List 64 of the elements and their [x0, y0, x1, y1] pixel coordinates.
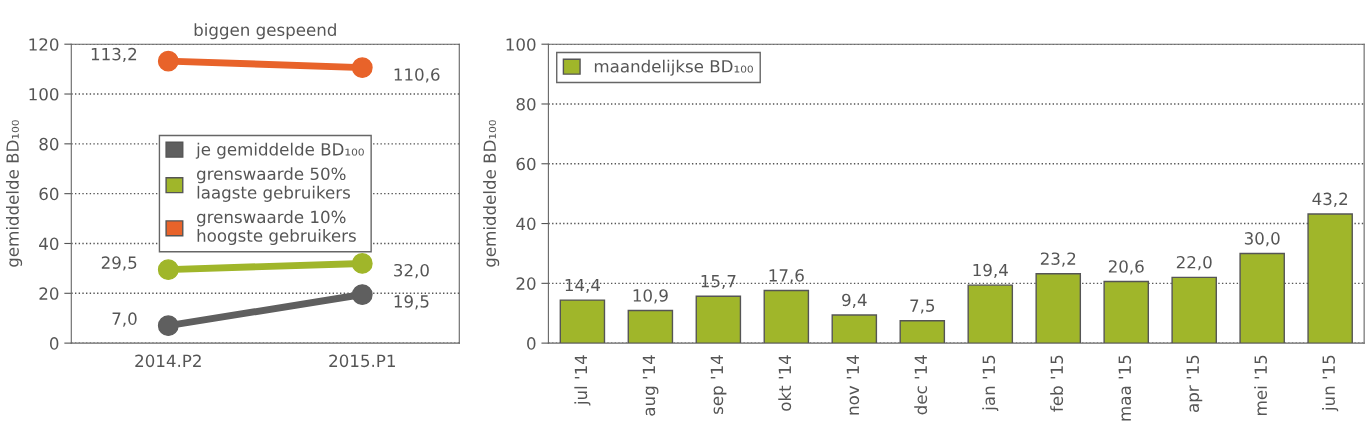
x-tick-label: feb '15 — [1050, 355, 1064, 412]
x-tick-label: aug '14 — [642, 355, 659, 416]
y-tick-label: 40 — [516, 217, 536, 231]
data-label: 20,6 — [1108, 260, 1144, 275]
y-axis-title: gemiddelde BD₁₀₀ — [483, 120, 500, 267]
chart-title: biggen gespeend — [194, 23, 336, 40]
y-tick-label: 100 — [29, 87, 59, 101]
legend-label: grenswaarde 50% laagste gebruikers — [197, 167, 350, 202]
data-label: 19,4 — [973, 263, 1008, 279]
x-tick-label: dec '14 — [914, 355, 928, 415]
y-tick-label: 60 — [516, 157, 536, 171]
y-tick-label: 100 — [506, 38, 536, 51]
data-label: 17,6 — [769, 269, 804, 284]
x-tick-label: okt '14 — [778, 355, 792, 411]
data-label: 7,5 — [910, 299, 935, 314]
y-axis-title: gemiddelde BD₁₀₀ — [5, 120, 23, 267]
y-tick-label: 20 — [516, 277, 536, 290]
x-tick-label: 2015.P1 — [329, 354, 395, 368]
point — [157, 259, 179, 281]
y-tick-label: 80 — [516, 97, 536, 111]
x-tick-label: maa '15 — [1118, 355, 1132, 421]
y-tick-label: 40 — [39, 237, 59, 251]
x-tick-label: mei '15 — [1254, 355, 1268, 415]
bar — [899, 320, 946, 344]
data-label: 23,2 — [1040, 252, 1076, 267]
x-tick-label: apr '15 — [1186, 355, 1203, 412]
y-tick-label: 60 — [39, 187, 59, 201]
data-label: 15,7 — [701, 275, 736, 290]
point — [157, 50, 179, 72]
data-label: 19,5 — [394, 295, 429, 310]
bar — [695, 295, 742, 344]
legend-label: maandelijkse BD₁₀₀ — [594, 59, 753, 76]
bar — [559, 299, 606, 344]
y-tick-label: 0 — [49, 337, 59, 350]
legend-label: je gemiddelde BD₁₀₀ — [195, 142, 364, 159]
x-tick-label: sep '14 — [710, 355, 727, 414]
data-label: 9,4 — [842, 293, 867, 308]
data-label: 14,4 — [565, 278, 601, 293]
y-tick-label: 80 — [39, 137, 59, 151]
y-tick-label: 20 — [39, 287, 59, 300]
legend-label: grenswaarde 10% hoogste gebruikers — [197, 210, 356, 246]
data-label: 30,0 — [1244, 232, 1280, 247]
point — [351, 57, 373, 79]
y-tick-label: 120 — [29, 38, 59, 51]
x-tick-label: jan '15 — [982, 355, 999, 412]
x-tick-label: 2014.P2 — [135, 354, 201, 368]
y-tick-label: 0 — [527, 337, 536, 350]
point — [351, 284, 373, 305]
data-label: 29,5 — [101, 256, 137, 271]
bar — [763, 289, 810, 344]
data-label: 22,0 — [1176, 255, 1212, 271]
point — [351, 252, 373, 274]
bar — [831, 314, 878, 344]
bar — [627, 309, 674, 344]
x-tick-label: jun '15 — [1322, 355, 1339, 412]
data-label: 7,0 — [112, 312, 137, 327]
data-label: 113,2 — [91, 47, 137, 63]
data-label: 43,2 — [1312, 192, 1348, 207]
data-label: 32,0 — [394, 263, 429, 279]
point — [157, 315, 179, 337]
x-tick-label: nov '14 — [846, 355, 860, 415]
data-label: 110,6 — [394, 68, 440, 83]
data-label: 10,9 — [633, 289, 668, 304]
x-tick-label: jul '14 — [574, 355, 591, 406]
